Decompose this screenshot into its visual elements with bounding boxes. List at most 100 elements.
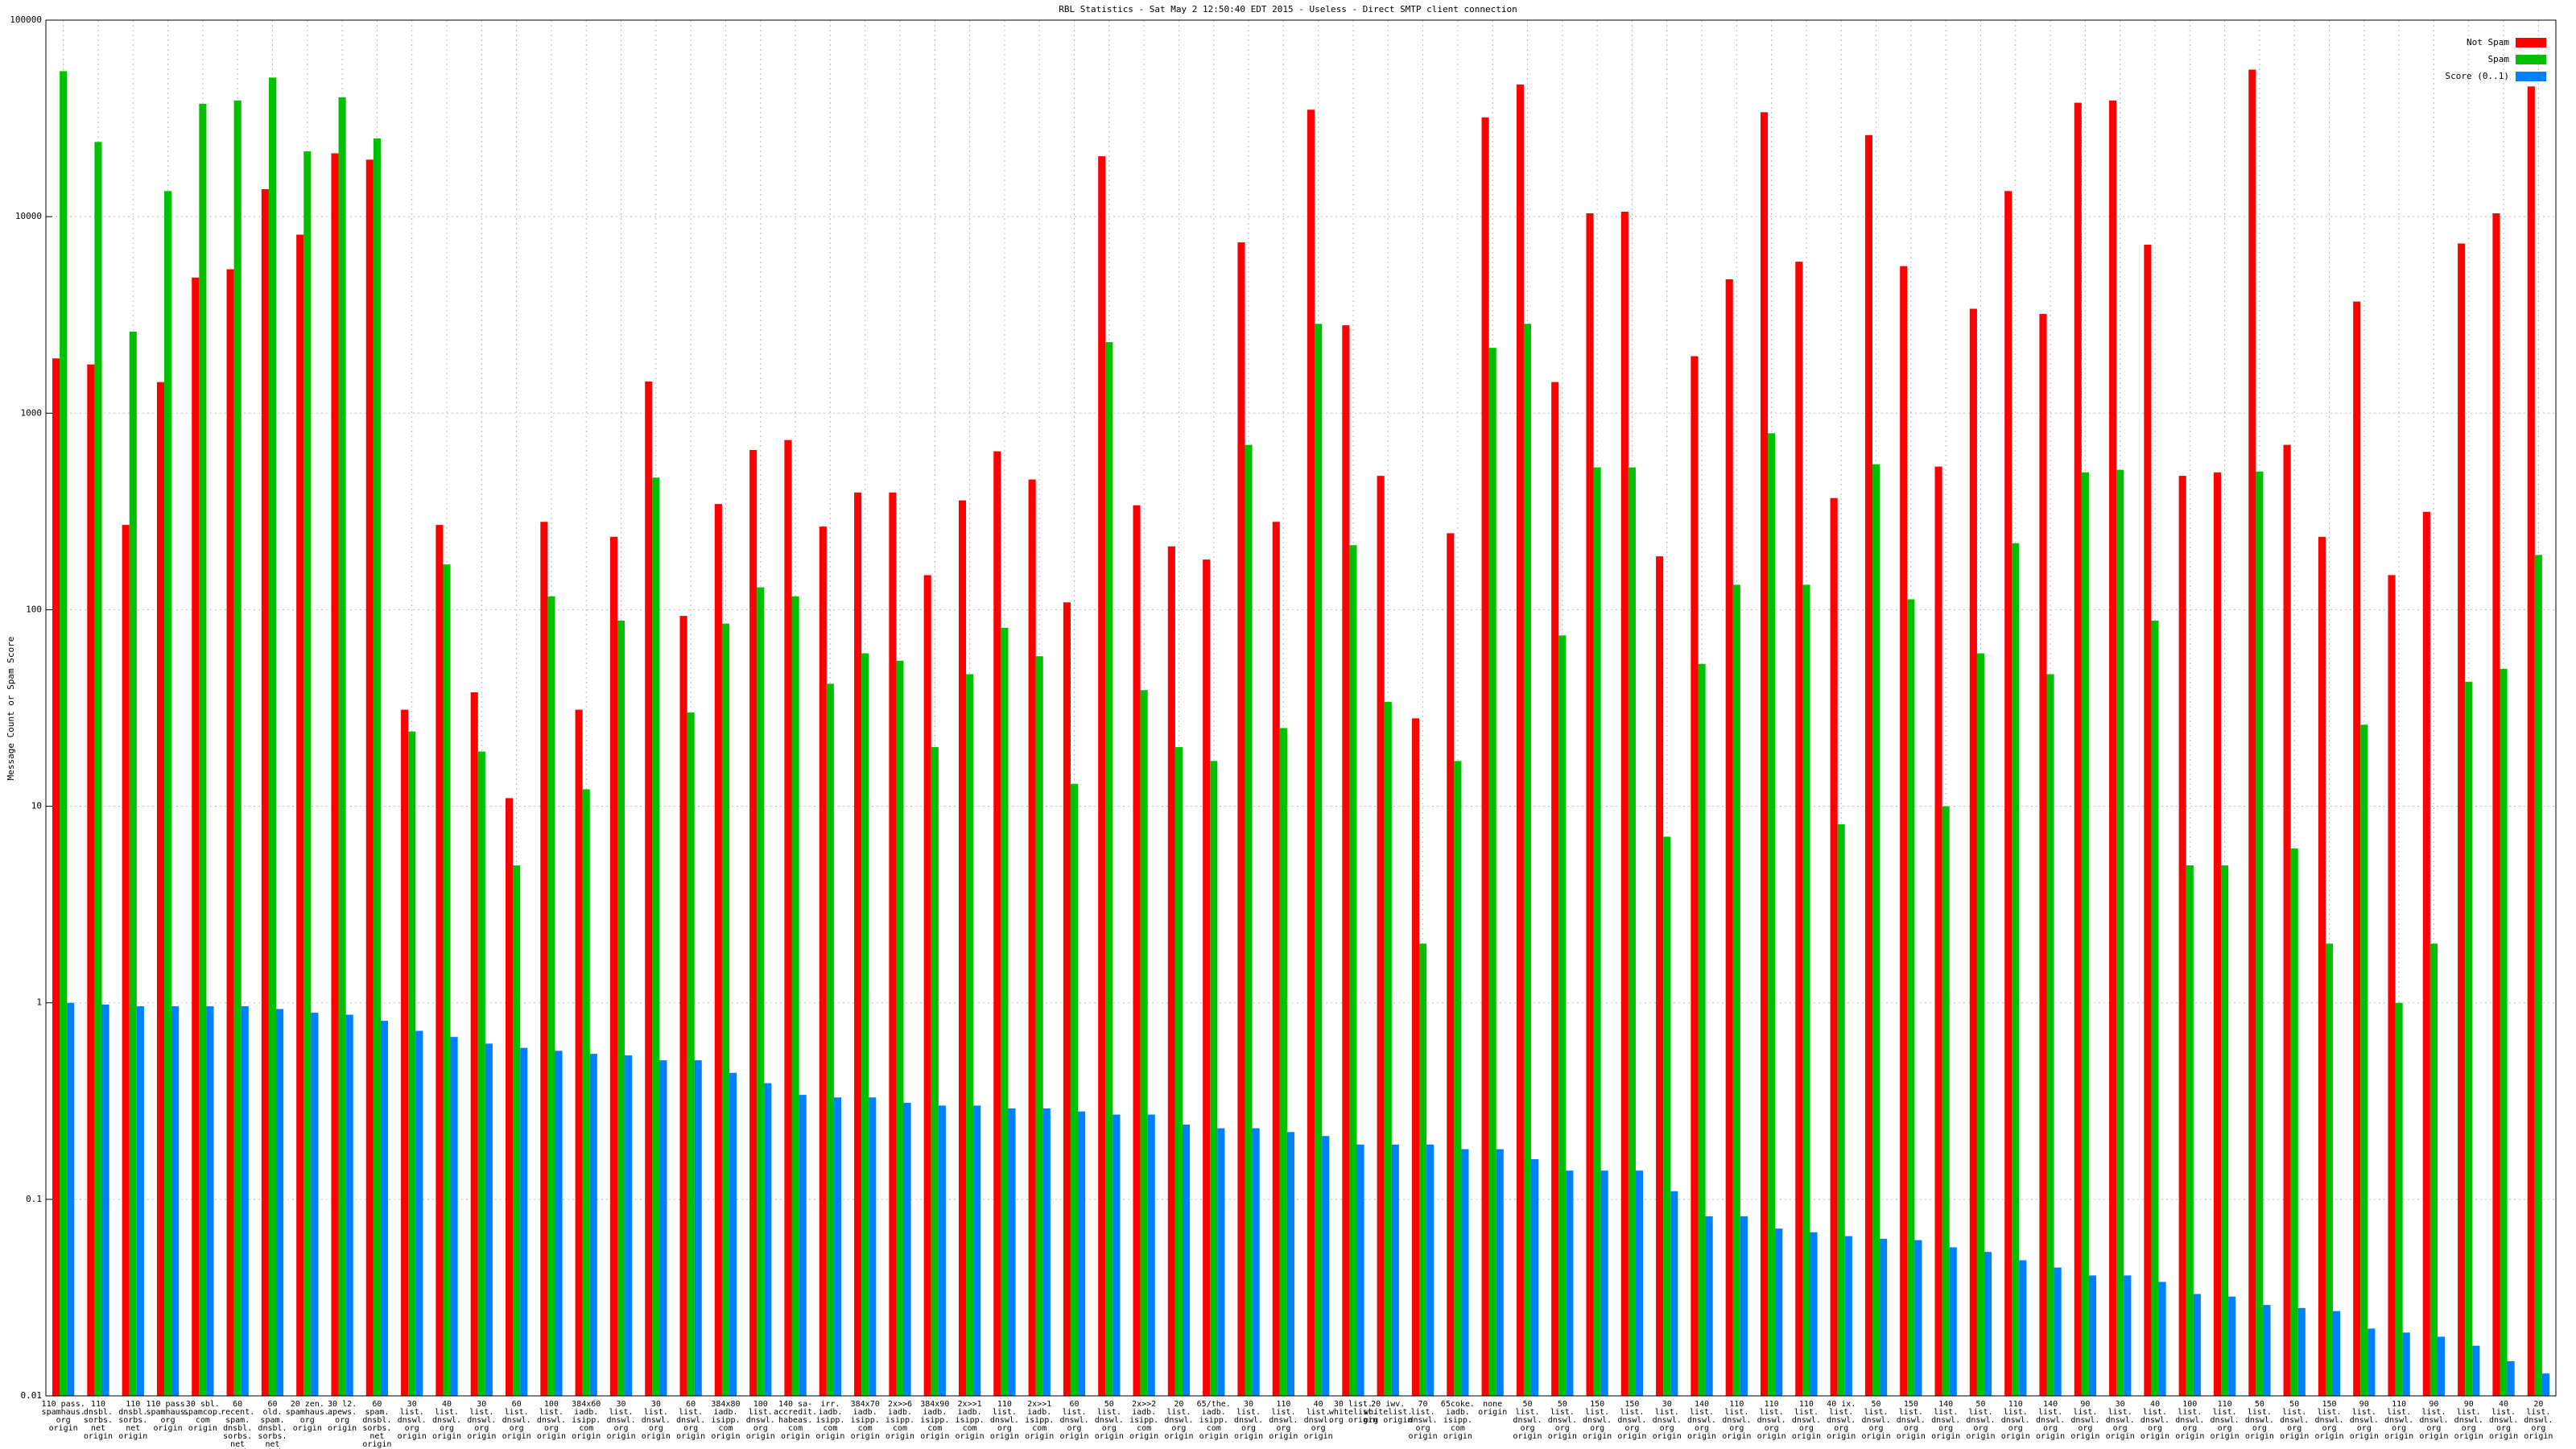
bar — [2325, 943, 2334, 1396]
bar — [819, 526, 827, 1396]
bar — [1628, 467, 1636, 1396]
x-tick-label: 30 list. dnswl. org origin — [1652, 1400, 1682, 1441]
x-tick-label: 2x>>1 iadb. isipp. com origin — [1025, 1400, 1055, 1441]
bar — [2213, 472, 2222, 1396]
x-tick-label: 110 dnsbl. sorbs. net origin — [118, 1400, 148, 1441]
bar — [2193, 1294, 2201, 1396]
bar — [261, 188, 269, 1396]
x-tick-label: 110 pass. spamhaus. org origin — [146, 1400, 190, 1433]
x-tick-label: 50 list. dnswl. org origin — [1966, 1400, 1996, 1441]
x-tick-label: 20 list. dnswl. org origin — [1164, 1400, 1194, 1441]
bar — [2527, 86, 2535, 1397]
bar — [206, 1006, 214, 1396]
x-tick-label: irr. iadb. isipp. com origin — [815, 1400, 845, 1441]
bar — [2465, 681, 2473, 1396]
bar — [1447, 533, 1455, 1396]
x-tick-label: 30 list. dnswl. org origin — [2105, 1400, 2135, 1441]
bar — [470, 692, 478, 1396]
bar — [1008, 1108, 1016, 1396]
bar — [1551, 382, 1559, 1396]
bar — [1880, 1238, 1888, 1396]
bar — [345, 1014, 353, 1396]
bar — [2437, 1336, 2446, 1396]
bar — [1656, 556, 1664, 1397]
bar — [2541, 1373, 2549, 1396]
bar — [2283, 444, 2291, 1396]
x-tick-label: 20 zen. spamhaus. org origin — [285, 1400, 329, 1433]
bar — [2492, 213, 2500, 1397]
bar — [679, 616, 687, 1396]
bar — [87, 364, 95, 1396]
bar — [1600, 1170, 1608, 1396]
bar — [1078, 1111, 1086, 1396]
x-tick-label: 50 list. dnswl. org origin — [1094, 1400, 1124, 1441]
legend-swatch — [2516, 38, 2546, 47]
bar — [436, 525, 444, 1396]
bar — [276, 1009, 284, 1396]
bar — [923, 575, 931, 1396]
bar — [1864, 134, 1872, 1396]
bar — [2158, 1282, 2166, 1396]
x-tick-label: 40 list. dnswl. org origin — [2488, 1400, 2519, 1441]
bar — [2368, 1328, 2376, 1396]
bar — [1900, 266, 1908, 1396]
bar — [652, 477, 660, 1396]
bar — [1322, 1136, 1330, 1396]
y-tick-label: 100 — [26, 604, 42, 614]
bar — [2422, 511, 2430, 1397]
bar — [966, 674, 974, 1396]
bar — [1279, 728, 1287, 1396]
bar — [2116, 469, 2124, 1396]
bar — [1063, 602, 1071, 1396]
x-tick-label: 40 list. dnswl. org origin — [431, 1400, 462, 1441]
bar — [2333, 1311, 2341, 1396]
bar — [889, 492, 897, 1396]
x-tick-label: 30 list. dnswl. org origin — [606, 1400, 636, 1441]
bar — [122, 525, 130, 1396]
x-tick-label: 40 list. dnswl. org origin — [1303, 1400, 1333, 1441]
bar — [331, 153, 339, 1396]
x-tick-label: 90 list. dnswl. org origin — [2349, 1400, 2379, 1441]
legend-label: Spam — [2488, 54, 2510, 64]
bar — [1481, 117, 1489, 1397]
bar — [1586, 213, 1594, 1397]
y-tick-label: 10 — [31, 801, 42, 811]
bar — [415, 1030, 423, 1396]
bar — [1042, 1108, 1051, 1396]
bar — [311, 1013, 319, 1396]
bar — [1133, 505, 1141, 1396]
bar — [1113, 1114, 1121, 1396]
bar — [2263, 1305, 2271, 1396]
bar — [94, 142, 102, 1396]
bar — [1461, 1149, 1469, 1396]
bar — [1775, 1228, 1783, 1396]
bar — [1558, 635, 1567, 1396]
bar — [1907, 599, 1915, 1396]
bar — [1663, 836, 1671, 1396]
bar — [2353, 301, 2361, 1396]
x-tick-label: 60 recent. spam. dnsbl. sorbs. net origi… — [221, 1400, 255, 1449]
bar — [443, 564, 451, 1396]
bar — [1488, 348, 1496, 1396]
bar — [1802, 584, 1810, 1396]
bar — [993, 451, 1001, 1396]
bar — [1426, 1144, 1435, 1396]
bar — [450, 1037, 458, 1396]
bar — [625, 1055, 633, 1396]
bar — [749, 449, 758, 1396]
bar — [520, 1047, 528, 1396]
x-tick-label: 150 list. dnswl. org origin — [1583, 1400, 1612, 1441]
x-tick-label: 100 list. dnswl. org origin — [536, 1400, 566, 1441]
bar — [2500, 668, 2508, 1396]
bar — [164, 191, 172, 1397]
bar — [2178, 476, 2186, 1396]
x-tick-label: 2x>>2 iadb. isipp. com origin — [1129, 1400, 1159, 1441]
y-tick-label: 100000 — [10, 14, 42, 25]
x-tick-label: 50 list. dnswl. org origin — [2280, 1400, 2310, 1441]
bar — [1307, 109, 1315, 1397]
bar — [1844, 1236, 1852, 1396]
bar — [869, 1097, 877, 1396]
bar — [2039, 313, 2047, 1396]
x-tick-label: 110 list. dnswl. org origin — [1791, 1400, 1821, 1441]
bar — [1174, 747, 1183, 1396]
